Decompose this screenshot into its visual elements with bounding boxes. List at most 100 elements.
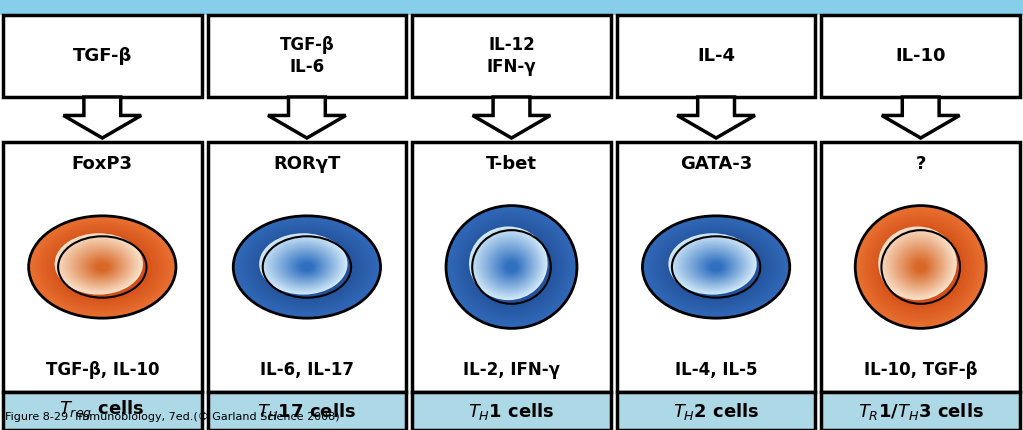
Ellipse shape [489, 246, 531, 285]
Bar [412, 142, 611, 392]
Ellipse shape [682, 243, 745, 286]
Ellipse shape [283, 251, 330, 283]
Text: $T_{reg}$ cells: $T_{reg}$ cells [59, 399, 145, 423]
Ellipse shape [891, 239, 946, 291]
Ellipse shape [58, 236, 139, 292]
Ellipse shape [471, 228, 546, 299]
Ellipse shape [236, 218, 377, 316]
Ellipse shape [495, 251, 527, 281]
Ellipse shape [43, 226, 162, 308]
Ellipse shape [498, 255, 525, 279]
Ellipse shape [502, 258, 521, 275]
Ellipse shape [41, 224, 164, 310]
Text: GATA-3: GATA-3 [680, 155, 752, 173]
Ellipse shape [907, 255, 933, 278]
Ellipse shape [60, 238, 138, 291]
Ellipse shape [79, 251, 126, 283]
Ellipse shape [706, 259, 726, 274]
Ellipse shape [909, 256, 931, 276]
Ellipse shape [261, 235, 346, 293]
Ellipse shape [905, 252, 936, 282]
Ellipse shape [876, 225, 966, 309]
Bar [821, 142, 1020, 392]
Ellipse shape [485, 243, 538, 292]
Ellipse shape [242, 222, 371, 312]
Ellipse shape [663, 230, 769, 304]
Text: IL-2, IFN-γ: IL-2, IFN-γ [463, 361, 560, 379]
Ellipse shape [55, 234, 149, 300]
Ellipse shape [697, 254, 732, 279]
Text: TGF-β, IL-10: TGF-β, IL-10 [46, 361, 159, 379]
Ellipse shape [863, 213, 978, 321]
Ellipse shape [451, 211, 572, 323]
Text: TGF-β
IL-6: TGF-β IL-6 [279, 36, 335, 76]
Bar [412, 15, 611, 97]
Ellipse shape [75, 248, 126, 283]
Ellipse shape [58, 237, 146, 298]
Ellipse shape [292, 257, 320, 276]
Ellipse shape [82, 253, 123, 281]
Ellipse shape [683, 245, 749, 289]
Ellipse shape [61, 238, 143, 296]
Ellipse shape [887, 235, 949, 293]
Ellipse shape [233, 216, 381, 318]
Ellipse shape [77, 249, 124, 282]
Ellipse shape [70, 245, 135, 289]
Ellipse shape [52, 232, 152, 302]
Ellipse shape [271, 243, 343, 292]
Ellipse shape [454, 213, 569, 321]
Ellipse shape [871, 220, 971, 313]
Text: $T_H$1 cells: $T_H$1 cells [469, 400, 554, 421]
Ellipse shape [691, 249, 738, 282]
Ellipse shape [893, 240, 945, 289]
Ellipse shape [669, 234, 763, 300]
Ellipse shape [89, 258, 114, 275]
Ellipse shape [858, 208, 983, 326]
Ellipse shape [94, 261, 110, 273]
Ellipse shape [71, 245, 129, 286]
Ellipse shape [896, 244, 942, 286]
Ellipse shape [652, 222, 781, 312]
Ellipse shape [274, 245, 340, 289]
Ellipse shape [708, 261, 724, 273]
Ellipse shape [475, 233, 548, 301]
Ellipse shape [29, 216, 176, 318]
Ellipse shape [680, 242, 747, 288]
Text: ?: ? [916, 155, 926, 173]
Ellipse shape [83, 254, 119, 279]
Ellipse shape [686, 246, 746, 288]
Ellipse shape [266, 238, 348, 296]
Bar [617, 15, 815, 97]
Ellipse shape [686, 246, 742, 284]
Polygon shape [473, 97, 550, 138]
Bar [3, 15, 202, 97]
Bar [821, 392, 1020, 430]
Ellipse shape [675, 238, 757, 296]
Ellipse shape [672, 236, 753, 292]
Text: IL-10: IL-10 [895, 47, 946, 65]
Ellipse shape [695, 252, 735, 280]
Ellipse shape [279, 248, 330, 283]
Ellipse shape [855, 206, 986, 329]
Ellipse shape [646, 218, 787, 316]
Text: $T_R$1/$T_H$3 cells: $T_R$1/$T_H$3 cells [857, 400, 984, 421]
Text: TGF-β: TGF-β [73, 47, 132, 65]
Ellipse shape [248, 226, 366, 308]
Ellipse shape [887, 235, 954, 299]
Ellipse shape [251, 228, 363, 306]
Ellipse shape [475, 232, 543, 296]
Ellipse shape [902, 249, 937, 282]
Ellipse shape [904, 251, 936, 281]
Ellipse shape [882, 230, 960, 304]
Ellipse shape [281, 249, 328, 282]
Ellipse shape [473, 230, 550, 304]
Ellipse shape [678, 240, 748, 289]
Ellipse shape [449, 208, 574, 326]
Ellipse shape [907, 255, 934, 279]
Ellipse shape [483, 240, 540, 294]
Ellipse shape [470, 228, 553, 306]
Ellipse shape [293, 257, 321, 277]
Ellipse shape [76, 249, 129, 286]
Ellipse shape [260, 234, 354, 300]
Text: IL-4: IL-4 [697, 47, 736, 65]
